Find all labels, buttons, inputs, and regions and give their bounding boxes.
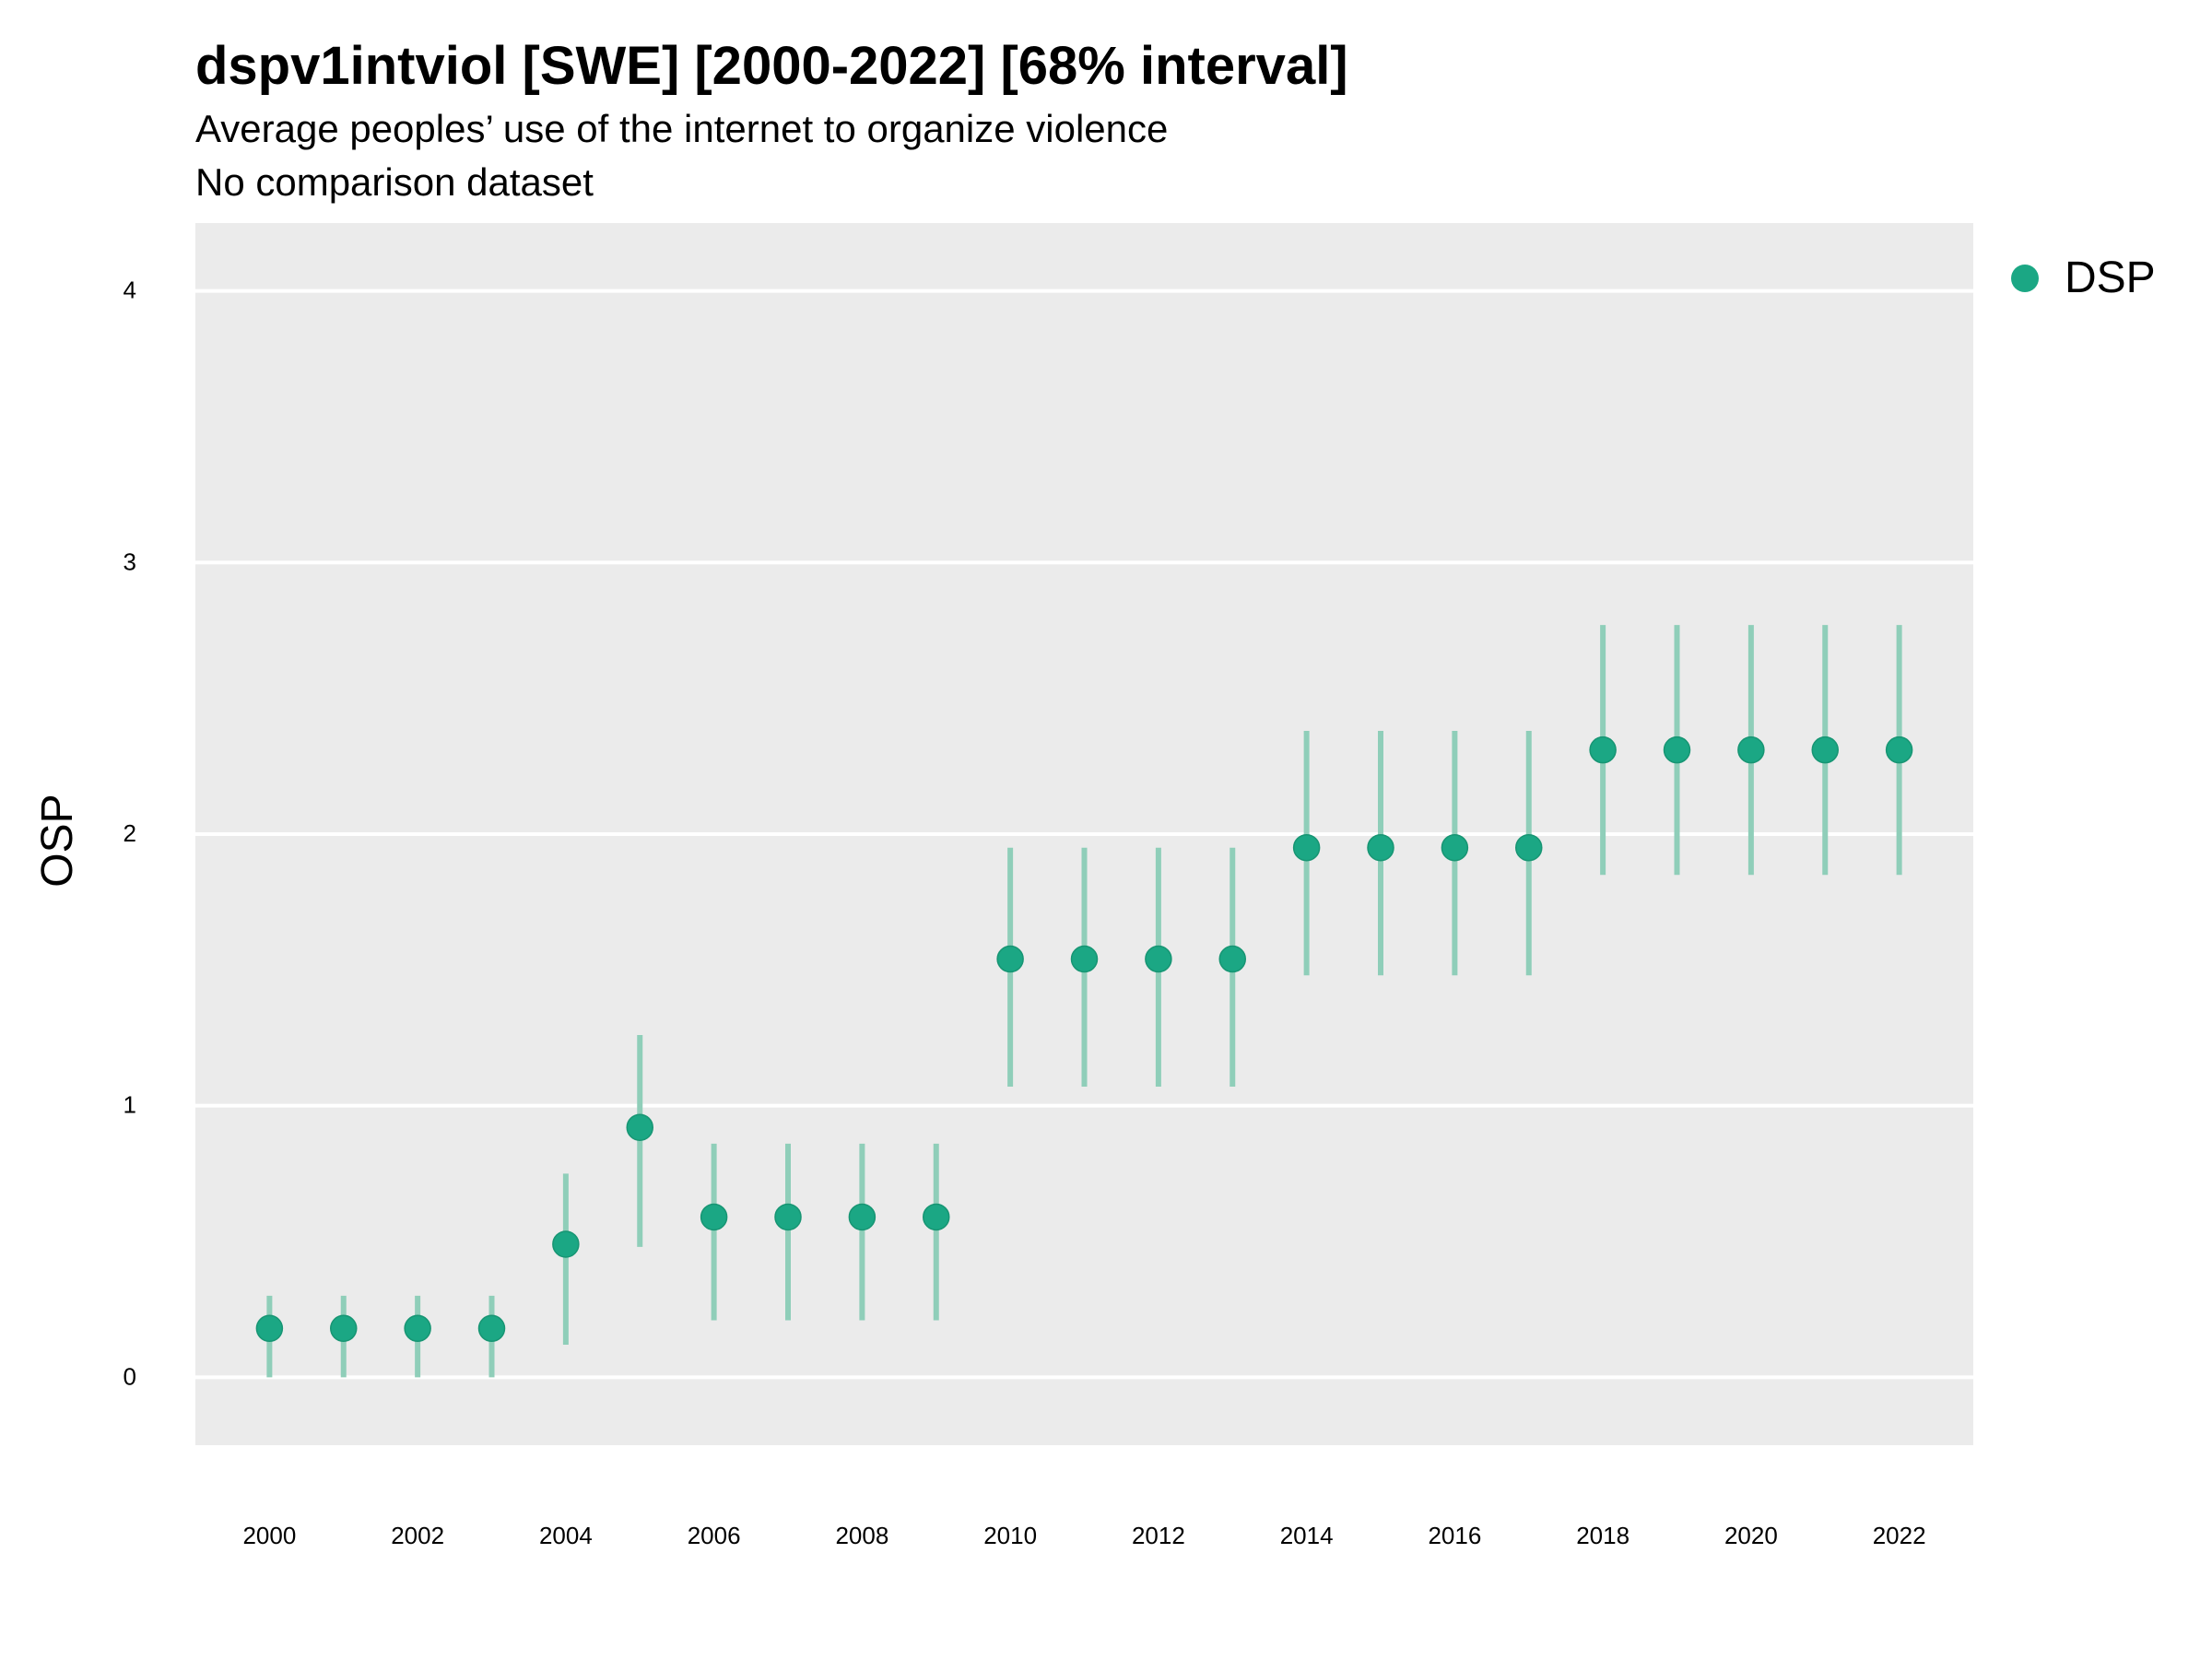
chart-subtitle: Average peoples’ use of the internet to …	[195, 107, 1169, 150]
x-tick-label-2006: 2006	[688, 1522, 741, 1549]
legend: DSP	[2011, 253, 2156, 303]
x-tick-label-2004: 2004	[539, 1522, 593, 1549]
y-tick-label-0: 0	[124, 1362, 136, 1390]
point-2005	[626, 1113, 653, 1141]
point-2009	[923, 1203, 950, 1231]
point-2006	[700, 1203, 728, 1231]
x-tick-label-2018: 2018	[1576, 1522, 1630, 1549]
point-2004	[552, 1230, 580, 1258]
point-2021	[1811, 735, 1839, 764]
x-tick-label-2022: 2022	[1873, 1522, 1926, 1549]
y-tick-label-1: 1	[124, 1091, 136, 1119]
data-marks	[255, 625, 1913, 1378]
x-tick-label-2014: 2014	[1280, 1522, 1334, 1549]
point-2017	[1515, 833, 1543, 862]
legend-dsp-marker	[2011, 264, 2039, 292]
point-2001	[330, 1314, 358, 1343]
point-2013	[1218, 945, 1246, 973]
x-tick-label-2010: 2010	[983, 1522, 1037, 1549]
point-2003	[477, 1314, 506, 1343]
y-axis-ticks: 0 1 2 3 4	[124, 276, 136, 1391]
legend-dsp-label: DSP	[2065, 253, 2156, 302]
point-2011	[1070, 945, 1099, 973]
point-2018	[1589, 735, 1617, 764]
point-2016	[1441, 833, 1469, 862]
chart-title: dspv1intviol [SWE] [2000-2022] [68% inte…	[195, 36, 1348, 96]
x-tick-label-2012: 2012	[1132, 1522, 1185, 1549]
x-axis-ticks: 2000 2002 2004 2006 2008 2010 2012 2014 2016 2018…	[242, 1522, 1925, 1549]
y-tick-label-3: 3	[124, 547, 136, 575]
y-axis-label: OSP	[33, 794, 82, 887]
point-2015	[1367, 833, 1394, 862]
point-2014	[1292, 833, 1321, 862]
point-2000	[255, 1314, 284, 1343]
point-2002	[404, 1314, 431, 1343]
x-tick-label-2016: 2016	[1428, 1522, 1481, 1549]
point-2008	[848, 1203, 877, 1231]
x-tick-label-2008: 2008	[835, 1522, 888, 1549]
point-2010	[996, 945, 1024, 973]
x-tick-label-2000: 2000	[242, 1522, 296, 1549]
y-tick-label-2: 2	[124, 819, 136, 847]
point-2022	[1885, 735, 1913, 764]
point-2019	[1663, 735, 1691, 764]
x-tick-label-2020: 2020	[1724, 1522, 1778, 1549]
chart-subtitle-comparison: No comparison dataset	[195, 160, 594, 204]
point-2012	[1145, 945, 1172, 973]
x-tick-label-2002: 2002	[391, 1522, 444, 1549]
y-tick-label-4: 4	[124, 276, 136, 304]
point-2007	[774, 1203, 802, 1231]
point-2020	[1737, 735, 1765, 764]
